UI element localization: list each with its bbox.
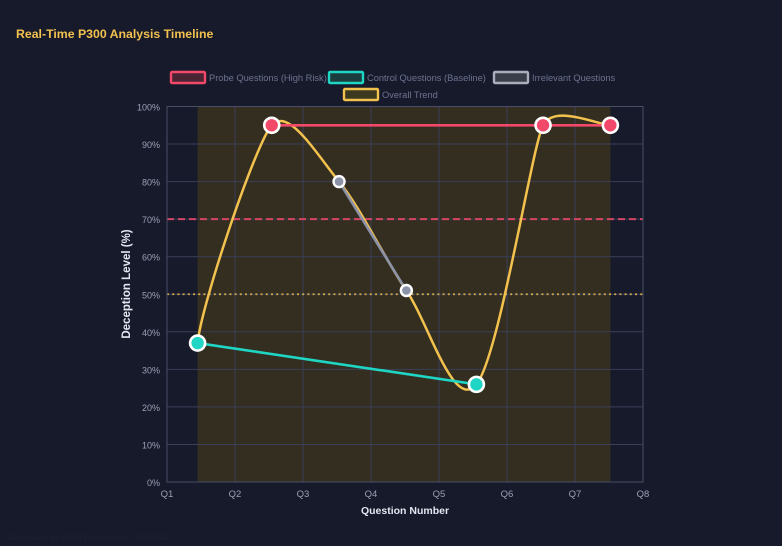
svg-text:Question Number: Question Number <box>361 505 449 517</box>
svg-text:Irrelevant Questions: Irrelevant Questions <box>532 73 616 83</box>
svg-text:50%: 50% <box>142 290 160 300</box>
svg-text:80%: 80% <box>142 178 160 188</box>
svg-text:60%: 60% <box>142 253 160 263</box>
svg-text:40%: 40% <box>142 328 160 338</box>
svg-text:Deception Level (%): Deception Level (%) <box>121 229 133 338</box>
svg-text:Overall Trend: Overall Trend <box>382 90 438 100</box>
svg-text:Q2: Q2 <box>229 489 242 500</box>
svg-text:Q7: Q7 <box>569 489 582 500</box>
svg-text:Q3: Q3 <box>297 489 310 500</box>
svg-text:Q4: Q4 <box>365 489 378 500</box>
svg-text:90%: 90% <box>142 140 160 150</box>
svg-text:30%: 30% <box>142 365 160 375</box>
svg-text:Probe Questions (High Risk): Probe Questions (High Risk) <box>209 73 327 83</box>
svg-text:70%: 70% <box>142 215 160 225</box>
svg-text:Q8: Q8 <box>637 489 650 500</box>
svg-text:0%: 0% <box>147 478 160 488</box>
svg-text:Q1: Q1 <box>161 489 174 500</box>
svg-text:Q5: Q5 <box>433 489 446 500</box>
svg-text:10%: 10% <box>142 440 160 450</box>
svg-text:Control Questions (Baseline): Control Questions (Baseline) <box>367 73 486 83</box>
svg-text:100%: 100% <box>137 103 160 113</box>
svg-text:20%: 20% <box>142 403 160 413</box>
svg-text:Q6: Q6 <box>501 489 514 500</box>
svg-text:Generated by P300 Deployment -: Generated by P300 Deployment - 10/05/47 <box>8 532 170 542</box>
